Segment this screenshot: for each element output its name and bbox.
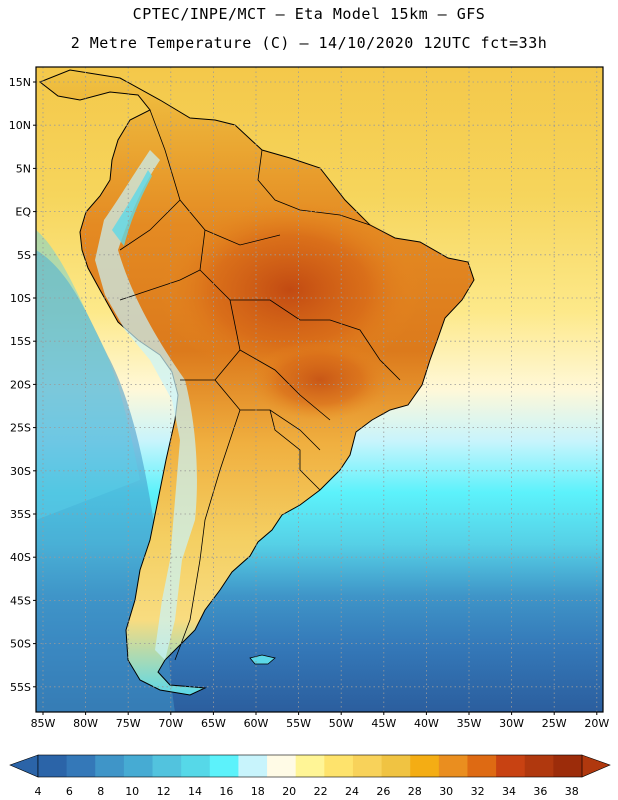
colorbar-label: 4 — [35, 785, 42, 798]
lat-label: 10S — [10, 292, 31, 305]
colorbar-label: 8 — [97, 785, 104, 798]
colorbar-label: 6 — [66, 785, 73, 798]
lon-label: 30W — [499, 717, 524, 730]
andes-cyan-north — [112, 170, 152, 246]
colorbar-label: 24 — [345, 785, 359, 798]
lon-label: 55W — [286, 717, 311, 730]
colorbar-low-arrow — [9, 754, 39, 778]
lat-label: 45S — [10, 594, 31, 607]
hot-core-amazon — [160, 200, 420, 380]
lat-label: 25S — [10, 422, 31, 435]
map-frame — [35, 66, 604, 713]
colorbar-swatch — [66, 755, 96, 777]
colorbar-label: 10 — [125, 785, 139, 798]
lat-label: 30S — [10, 465, 31, 478]
lat-label: 35S — [10, 508, 31, 521]
colorbar-swatch — [95, 755, 125, 777]
lon-label: 25W — [542, 717, 567, 730]
colorbar-swatch — [524, 755, 554, 777]
lat-label: 15S — [10, 335, 31, 348]
colorbar-swatch — [410, 755, 440, 777]
colorbar-swatch — [238, 755, 268, 777]
colorbar-outline — [37, 754, 583, 778]
lat-label: 50S — [10, 638, 31, 651]
longitude-labels: 85W 80W 75W 70W 65W 60W 55W 50W 45W 40W 35W 30W 25W 2… — [31, 712, 609, 730]
lon-label: 40W — [414, 717, 439, 730]
colorbar-label: 26 — [376, 785, 390, 798]
colorbar-swatch — [324, 755, 354, 777]
title-line-2: 2 Metre Temperature (C) – 14/10/2020 12U… — [70, 34, 548, 52]
colorbar-label: 38 — [565, 785, 579, 798]
lat-label: 5S — [17, 249, 31, 262]
colorbar-swatch — [123, 755, 154, 777]
colorbar-label: 30 — [439, 785, 453, 798]
lat-label: EQ — [15, 206, 31, 219]
country-borders — [119, 109, 401, 661]
colorbar-label: 22 — [314, 785, 328, 798]
lon-label: 50W — [329, 717, 354, 730]
title-line-1: CPTEC/INPE/MCT – Eta Model 15km – GFS — [132, 5, 486, 23]
colorbar-label: 20 — [282, 785, 296, 798]
lon-label: 85W — [31, 717, 56, 730]
colorbar-swatch — [496, 755, 526, 777]
lon-label: 35W — [457, 717, 482, 730]
andes-cool-strip — [95, 150, 197, 660]
lat-label: 15N — [9, 76, 31, 89]
lat-label: 55S — [10, 681, 31, 694]
lat-label: 40S — [10, 551, 31, 564]
map-area — [36, 67, 603, 712]
lat-label: 10N — [9, 119, 31, 132]
colorbar-label: 28 — [408, 785, 422, 798]
colorbar-swatch — [267, 755, 297, 777]
lat-label: 5N — [16, 162, 31, 175]
lon-label: 80W — [73, 717, 98, 730]
hot-core-south — [250, 340, 390, 420]
colorbar-swatch — [381, 755, 411, 777]
colorbar-label: 12 — [157, 785, 171, 798]
colorbar-label: 36 — [533, 785, 547, 798]
colorbar-label: 16 — [219, 785, 233, 798]
graticule — [36, 67, 603, 712]
colorbar-swatch — [295, 755, 325, 777]
latitude-labels: 15N 10N 5N EQ 5S 10S 15S 20S 25S 30S 35S 40S 45S 50S 5… — [9, 76, 36, 694]
lat-label: 20S — [10, 378, 31, 391]
colorbar-label: 14 — [188, 785, 202, 798]
lon-label: 45W — [371, 717, 396, 730]
pacific-cyan-band — [36, 230, 140, 520]
lon-label: 75W — [116, 717, 141, 730]
colorbar-swatch — [553, 755, 583, 777]
colorbar: 4 6 8 10 12 14 16 18 20 22 24 26 28 30 32 34 36 38 — [9, 754, 611, 798]
colorbar-swatch — [467, 755, 497, 777]
colorbar-swatch — [209, 755, 239, 777]
colorbar-label: 34 — [502, 785, 516, 798]
colorbar-swatch — [438, 755, 468, 777]
lon-label: 70W — [158, 717, 183, 730]
colorbar-swatch — [181, 755, 211, 777]
lon-label: 65W — [201, 717, 226, 730]
colorbar-swatch — [152, 755, 182, 777]
lon-label: 60W — [244, 717, 269, 730]
colorbar-label: 18 — [251, 785, 265, 798]
colorbar-swatch — [352, 755, 383, 777]
lon-label: 20W — [584, 717, 609, 730]
colorbar-label: 32 — [471, 785, 485, 798]
colorbar-swatch — [38, 755, 68, 777]
colorbar-high-arrow — [581, 754, 611, 778]
